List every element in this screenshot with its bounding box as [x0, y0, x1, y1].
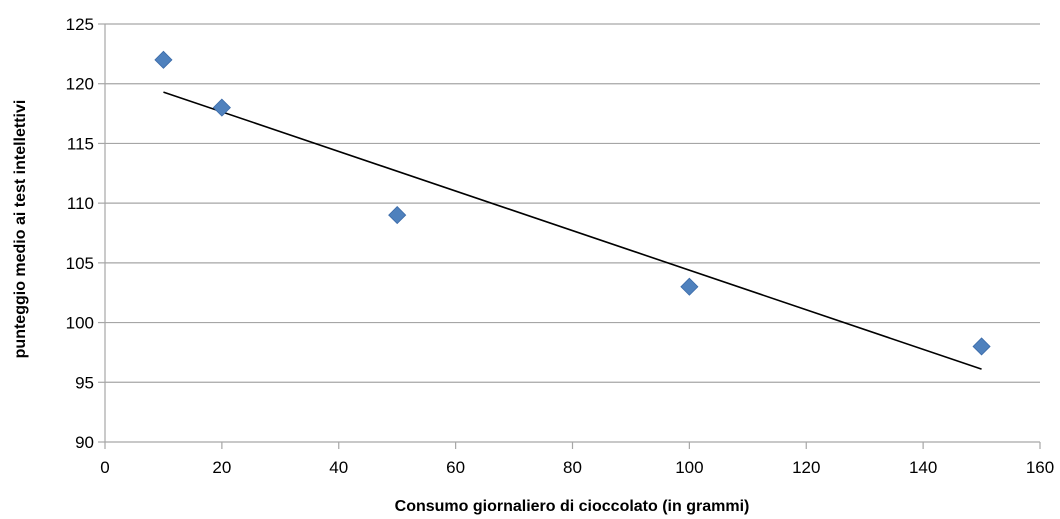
y-tick-label: 100 — [66, 314, 94, 333]
x-tick-label: 140 — [909, 458, 937, 477]
x-tick-label: 60 — [446, 458, 465, 477]
x-tick-label: 100 — [675, 458, 703, 477]
x-tick-label: 120 — [792, 458, 820, 477]
x-tick-label: 40 — [329, 458, 348, 477]
y-tick-label: 120 — [66, 75, 94, 94]
trendline — [163, 91, 982, 370]
x-tick-label: 80 — [563, 458, 582, 477]
y-tick-label: 95 — [75, 373, 94, 392]
tick-labels: 90 95 100 105 110 115 120 125 0 20 40 60 80 100 120 140… — [66, 15, 1055, 477]
data-point — [388, 206, 407, 225]
data-points — [154, 50, 991, 356]
x-tick-label: 20 — [212, 458, 231, 477]
y-tick-label: 115 — [67, 134, 94, 153]
y-axis-title: punteggio medio ai test intellettivi — [12, 100, 29, 359]
y-tick-label: 110 — [67, 194, 94, 213]
y-tick-label: 125 — [66, 15, 94, 34]
gridlines — [98, 23, 1040, 443]
x-tick-label: 0 — [100, 458, 109, 477]
axes — [104, 24, 1041, 449]
data-point — [154, 50, 173, 69]
data-point — [212, 98, 231, 117]
data-point — [680, 277, 699, 296]
y-tick-label: 90 — [75, 433, 94, 452]
y-tick-label: 105 — [66, 254, 94, 273]
x-axis-title: Consumo giornaliero di cioccolato (in gr… — [395, 498, 750, 515]
data-point — [972, 337, 991, 356]
trendline-layer — [163, 91, 982, 370]
x-tick-label: 160 — [1026, 458, 1054, 477]
